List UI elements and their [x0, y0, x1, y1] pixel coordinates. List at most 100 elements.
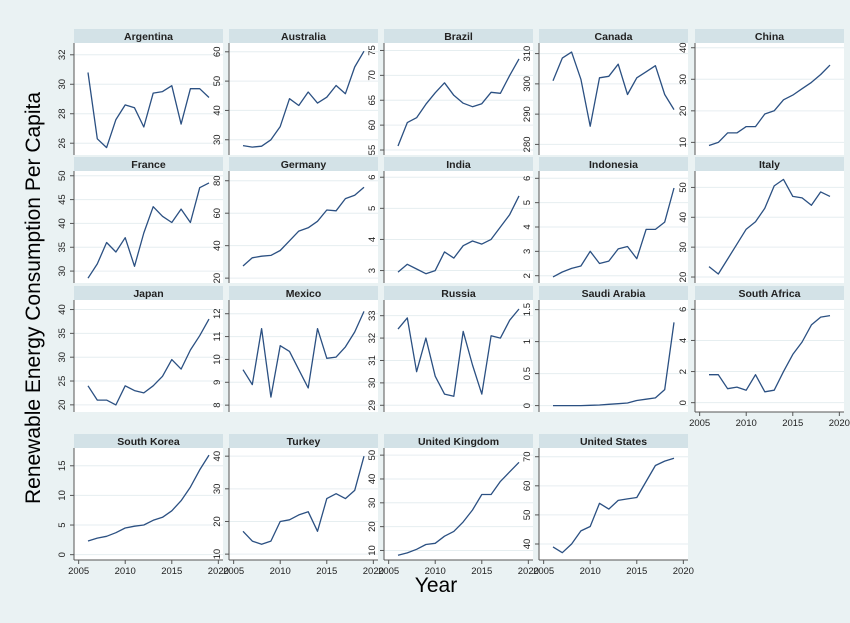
y-tick-label: 40: [678, 212, 689, 223]
y-tick-label: 20: [367, 521, 378, 532]
y-tick-label: 40: [212, 240, 223, 251]
y-tick-label: 40: [57, 304, 68, 315]
panel-title: Canada: [595, 31, 633, 43]
y-tick-label: 35: [57, 328, 68, 339]
y-tick-label: 35: [57, 242, 68, 253]
y-tick-label: 300: [522, 76, 533, 92]
panel-japan: Japan 20 25 30 35 40: [57, 286, 223, 412]
y-tick-label: 65: [367, 95, 378, 106]
series-line-italy: [708, 178, 831, 275]
x-tick-label: 2020: [208, 566, 229, 577]
plot-area: [74, 300, 223, 412]
panel-title: South Korea: [117, 436, 180, 448]
series-line-russia: [397, 308, 520, 397]
y-tick-label: 40: [212, 451, 223, 462]
x-tick-label: 2020: [363, 566, 384, 577]
plot-area: [384, 171, 533, 283]
series-line-south-africa: [709, 314, 831, 393]
y-tick-label: 4: [522, 224, 533, 229]
y-tick-label: 40: [522, 539, 533, 550]
y-tick-label: 0: [678, 400, 689, 405]
panel-title: Indonesia: [589, 159, 638, 171]
y-tick-label: 33: [367, 310, 378, 321]
panel-italy: Italy 20 30 40 50: [678, 157, 844, 283]
plot-area: [695, 171, 844, 283]
y-tick-label: 20: [678, 106, 689, 117]
panel-title: India: [446, 159, 471, 171]
x-tick-label: 2015: [626, 566, 647, 577]
y-tick-label: 30: [367, 378, 378, 389]
series-line-mexico: [242, 311, 365, 398]
series-line-france: [87, 182, 210, 279]
x-tick-label: 2015: [161, 566, 182, 577]
y-tick-label: 280: [522, 136, 533, 152]
y-tick-label: 2: [522, 273, 533, 278]
series-line-australia: [242, 50, 365, 148]
panel-russia: Russia 29 30 31 32 33: [367, 286, 533, 412]
y-tick-label: 10: [367, 545, 378, 556]
x-tick-label: 2015: [471, 566, 492, 577]
x-tick-label: 2005: [378, 566, 399, 577]
y-tick-label: 9: [212, 380, 223, 385]
panel-title: Mexico: [286, 288, 322, 300]
y-tick-label: 6: [367, 175, 378, 180]
panel-united-states: United States 40 50 60 70 2005 2010 2015 2020: [522, 434, 694, 577]
panel-india: India 3 4 5 6: [367, 157, 533, 283]
y-tick-label: 4: [367, 237, 378, 242]
y-tick-label: 50: [367, 450, 378, 461]
y-tick-label: 2: [678, 369, 689, 374]
y-tick-label: 6: [522, 176, 533, 181]
x-tick-label: 2010: [736, 418, 757, 429]
panel-title-strip: [74, 29, 223, 43]
y-tick-label: 40: [367, 474, 378, 485]
panel-title-strip: [74, 434, 223, 448]
panel-title: Australia: [281, 31, 326, 43]
panel-title: Argentina: [124, 31, 173, 43]
plot-area: [229, 171, 378, 283]
y-tick-label: 12: [212, 308, 223, 319]
x-tick-label: 2020: [673, 566, 694, 577]
panel-saudi-arabia: Saudi Arabia 0 0.5 1 1.5: [522, 286, 688, 412]
panel-title: Turkey: [287, 436, 321, 448]
y-tick-label: 1.5: [522, 303, 533, 316]
y-tick-label: 3: [522, 249, 533, 254]
y-tick-label: 28: [57, 108, 68, 119]
y-tick-label: 40: [678, 42, 689, 53]
panel-title-strip: [695, 157, 844, 171]
panel-brazil: Brazil 55 60 65 70 75: [367, 29, 533, 155]
y-tick-label: 60: [522, 481, 533, 492]
plot-area: [229, 448, 378, 560]
panel-title: South Africa: [738, 288, 800, 300]
panel-canada: Canada 280 290 300 310: [522, 29, 688, 155]
y-tick-label: 6: [678, 307, 689, 312]
panel-argentina: Argentina 26 28 30 32: [57, 29, 223, 155]
plot-area: [74, 171, 223, 283]
panel-title: Italy: [759, 159, 780, 171]
y-tick-label: 10: [678, 137, 689, 148]
panel-south-africa: South Africa 0 2 4 6 2005 2010 2015 2020: [678, 286, 850, 429]
y-tick-label: 11: [212, 332, 223, 342]
panel-united-kingdom: United Kingdom 10 20 30 40 50 2005 2010 2015 2020: [367, 434, 539, 577]
panel-france: France 30 35 40 45 50: [57, 157, 223, 283]
panel-title: China: [755, 31, 784, 43]
y-tick-label: 8: [212, 402, 223, 407]
y-tick-label: 80: [212, 175, 223, 186]
x-tick-label: 2015: [316, 566, 337, 577]
x-tick-label: 2005: [223, 566, 244, 577]
plot-area: [695, 43, 844, 155]
y-tick-label: 310: [522, 46, 533, 62]
y-tick-label: 50: [57, 170, 68, 181]
y-tick-label: 40: [212, 105, 223, 116]
panel-title: United States: [580, 436, 647, 448]
x-axis-label: Year: [415, 574, 457, 597]
series-line-brazil: [397, 58, 520, 147]
y-tick-label: 30: [367, 498, 378, 509]
panel-title-strip: [695, 286, 844, 300]
x-tick-label: 2015: [782, 418, 803, 429]
y-tick-label: 32: [367, 333, 378, 344]
y-tick-label: 15: [57, 460, 68, 471]
panel-china: China 10 20 30 40: [678, 29, 844, 155]
